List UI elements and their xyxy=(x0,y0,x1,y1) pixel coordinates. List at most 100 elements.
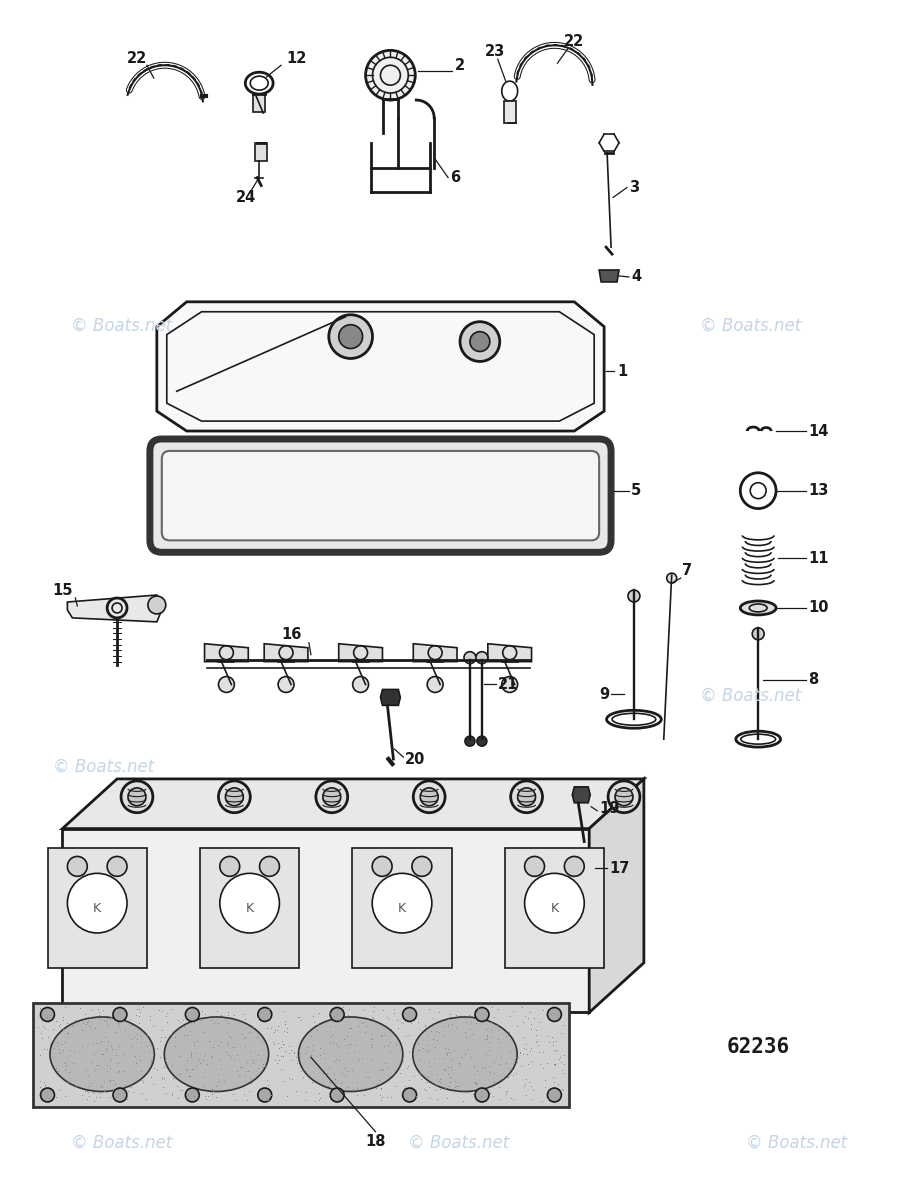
Circle shape xyxy=(330,1008,344,1021)
Text: 6: 6 xyxy=(450,170,460,185)
Circle shape xyxy=(412,857,431,876)
Text: © Boats.net: © Boats.net xyxy=(71,1134,172,1152)
Text: 13: 13 xyxy=(808,484,828,498)
Circle shape xyxy=(365,50,415,100)
Polygon shape xyxy=(599,270,619,282)
Circle shape xyxy=(218,781,251,812)
Text: 1: 1 xyxy=(617,364,627,379)
Polygon shape xyxy=(157,302,604,431)
Text: 18: 18 xyxy=(365,1134,386,1150)
Text: 15: 15 xyxy=(51,582,73,598)
Ellipse shape xyxy=(740,601,776,614)
Circle shape xyxy=(128,788,146,805)
Circle shape xyxy=(470,331,490,352)
Circle shape xyxy=(372,857,392,876)
Circle shape xyxy=(218,677,234,692)
Text: 8: 8 xyxy=(808,672,818,688)
Circle shape xyxy=(476,736,487,746)
Circle shape xyxy=(752,628,764,640)
Circle shape xyxy=(258,1088,272,1102)
Text: 17: 17 xyxy=(609,860,630,876)
Text: 9: 9 xyxy=(599,686,609,702)
Circle shape xyxy=(464,652,476,664)
Circle shape xyxy=(148,596,166,614)
Ellipse shape xyxy=(298,1016,403,1092)
Circle shape xyxy=(330,1088,344,1102)
Text: 11: 11 xyxy=(808,551,828,565)
Circle shape xyxy=(565,857,584,876)
Bar xyxy=(33,1002,569,1106)
Text: 16: 16 xyxy=(281,628,301,642)
Text: K: K xyxy=(245,901,253,914)
Circle shape xyxy=(476,652,487,664)
Circle shape xyxy=(524,857,544,876)
Polygon shape xyxy=(62,779,644,829)
Circle shape xyxy=(316,781,348,812)
Circle shape xyxy=(226,788,243,805)
Text: 5: 5 xyxy=(631,484,641,498)
Text: 10: 10 xyxy=(808,600,828,616)
Circle shape xyxy=(67,874,127,932)
Text: 62236: 62236 xyxy=(727,1037,789,1057)
Bar xyxy=(48,848,147,967)
Text: © Boats.net: © Boats.net xyxy=(409,1134,509,1152)
Polygon shape xyxy=(487,643,532,661)
Circle shape xyxy=(121,781,153,812)
Circle shape xyxy=(258,1008,272,1021)
Circle shape xyxy=(475,1008,489,1021)
Text: K: K xyxy=(397,901,406,914)
Text: 3: 3 xyxy=(629,180,639,196)
Bar xyxy=(505,848,604,967)
Circle shape xyxy=(547,1008,562,1021)
Ellipse shape xyxy=(50,1016,154,1092)
Polygon shape xyxy=(339,643,383,661)
Text: © Boats.net: © Boats.net xyxy=(71,317,172,335)
Bar xyxy=(253,94,265,112)
Circle shape xyxy=(278,677,294,692)
Circle shape xyxy=(547,1088,562,1102)
Circle shape xyxy=(608,781,640,812)
Circle shape xyxy=(403,1088,417,1102)
Text: 22: 22 xyxy=(565,34,585,49)
Text: K: K xyxy=(93,901,101,914)
Text: 7: 7 xyxy=(682,563,692,577)
Text: 12: 12 xyxy=(286,50,307,66)
Circle shape xyxy=(339,325,363,348)
Polygon shape xyxy=(572,787,590,803)
Circle shape xyxy=(329,314,373,359)
FancyBboxPatch shape xyxy=(150,439,611,552)
Circle shape xyxy=(615,788,633,805)
Text: © Boats.net: © Boats.net xyxy=(746,1134,847,1152)
Circle shape xyxy=(628,590,640,602)
Circle shape xyxy=(420,788,438,805)
Circle shape xyxy=(185,1008,199,1021)
Bar xyxy=(353,848,452,967)
Circle shape xyxy=(107,857,127,876)
Circle shape xyxy=(260,857,279,876)
Text: 23: 23 xyxy=(485,44,505,59)
Circle shape xyxy=(372,874,431,932)
Ellipse shape xyxy=(413,1016,517,1092)
Text: 20: 20 xyxy=(406,751,426,767)
Circle shape xyxy=(113,1088,127,1102)
Circle shape xyxy=(67,857,87,876)
Circle shape xyxy=(475,1088,489,1102)
Text: 21: 21 xyxy=(498,677,518,692)
Circle shape xyxy=(460,322,499,361)
Circle shape xyxy=(40,1088,54,1102)
Text: © Boats.net: © Boats.net xyxy=(52,758,154,776)
Polygon shape xyxy=(413,643,457,661)
Circle shape xyxy=(666,574,677,583)
Ellipse shape xyxy=(164,1016,269,1092)
FancyBboxPatch shape xyxy=(162,451,599,540)
Circle shape xyxy=(353,677,368,692)
Polygon shape xyxy=(67,595,162,622)
Bar xyxy=(504,101,516,122)
Text: 4: 4 xyxy=(631,270,641,284)
Text: 14: 14 xyxy=(808,424,828,438)
Circle shape xyxy=(524,874,584,932)
Text: 22: 22 xyxy=(127,50,147,66)
Circle shape xyxy=(510,781,543,812)
Text: © Boats.net: © Boats.net xyxy=(700,317,801,335)
Polygon shape xyxy=(380,690,400,706)
